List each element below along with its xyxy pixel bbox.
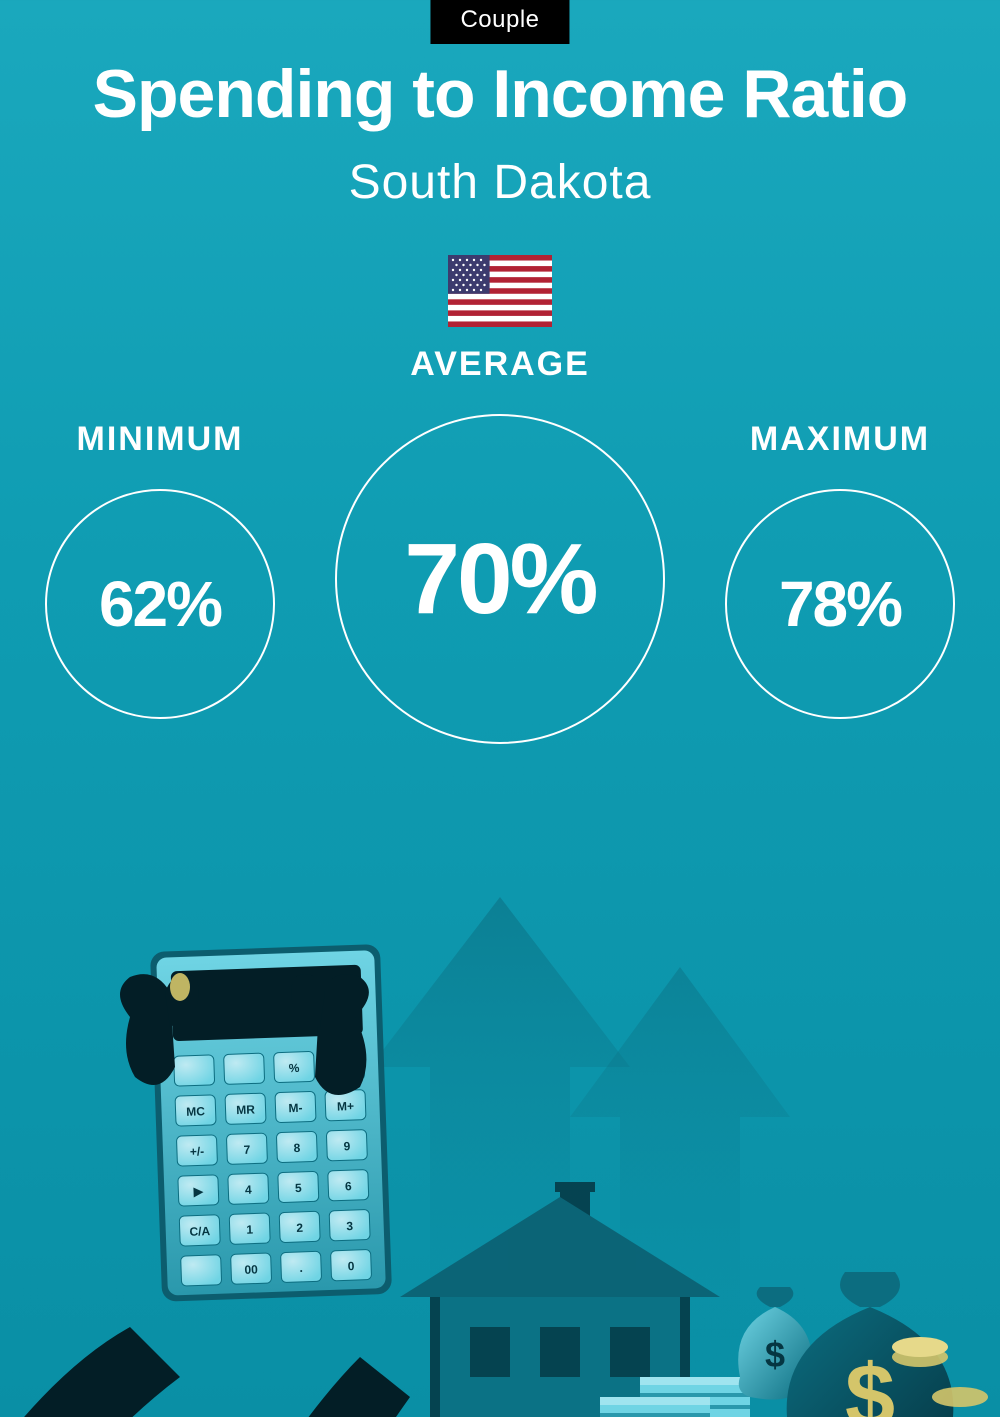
svg-text:7: 7 — [243, 1143, 250, 1157]
svg-text:00: 00 — [244, 1262, 258, 1276]
stat-average-circle: 70% — [335, 414, 665, 744]
svg-text:5: 5 — [295, 1181, 302, 1195]
svg-text:2: 2 — [296, 1221, 303, 1235]
svg-text:%: % — [289, 1061, 300, 1075]
stat-minimum-value: 62% — [99, 567, 221, 641]
page-title: Spending to Income Ratio — [0, 55, 1000, 133]
svg-text:3: 3 — [346, 1219, 353, 1233]
svg-text:MC: MC — [186, 1104, 205, 1119]
stat-maximum: MAXIMUM 78% — [725, 420, 955, 719]
finance-illustration: $ $ — [0, 817, 1000, 1417]
svg-text:M-: M- — [288, 1101, 302, 1115]
svg-text:$: $ — [765, 1334, 785, 1375]
stat-maximum-circle: 78% — [725, 489, 955, 719]
stat-minimum-circle: 62% — [45, 489, 275, 719]
svg-text:4: 4 — [245, 1183, 252, 1197]
stat-minimum-label: MINIMUM — [77, 420, 244, 459]
category-badge: Couple — [430, 0, 569, 44]
stat-maximum-label: MAXIMUM — [750, 420, 930, 459]
svg-text:.: . — [299, 1261, 303, 1275]
svg-text:+/-: +/- — [190, 1144, 205, 1158]
svg-text:1: 1 — [246, 1223, 253, 1237]
svg-text:C/A: C/A — [189, 1224, 210, 1239]
stat-minimum: MINIMUM 62% — [45, 420, 275, 719]
stat-average: AVERAGE 70% — [335, 345, 665, 744]
svg-text:8: 8 — [293, 1141, 300, 1155]
stat-maximum-value: 78% — [779, 567, 901, 641]
svg-text:▶: ▶ — [193, 1184, 204, 1198]
svg-text:9: 9 — [343, 1139, 350, 1153]
stat-average-value: 70% — [404, 522, 595, 637]
svg-text:$: $ — [845, 1347, 895, 1417]
svg-text:6: 6 — [345, 1179, 352, 1193]
us-flag-icon — [448, 255, 552, 327]
svg-text:MR: MR — [236, 1102, 255, 1117]
stats-row: MINIMUM 62% AVERAGE 70% MAXIMUM 78% — [0, 420, 1000, 744]
stat-average-label: AVERAGE — [410, 345, 590, 384]
svg-text:0: 0 — [348, 1259, 355, 1273]
svg-text:M+: M+ — [337, 1099, 354, 1114]
region-subtitle: South Dakota — [0, 155, 1000, 210]
